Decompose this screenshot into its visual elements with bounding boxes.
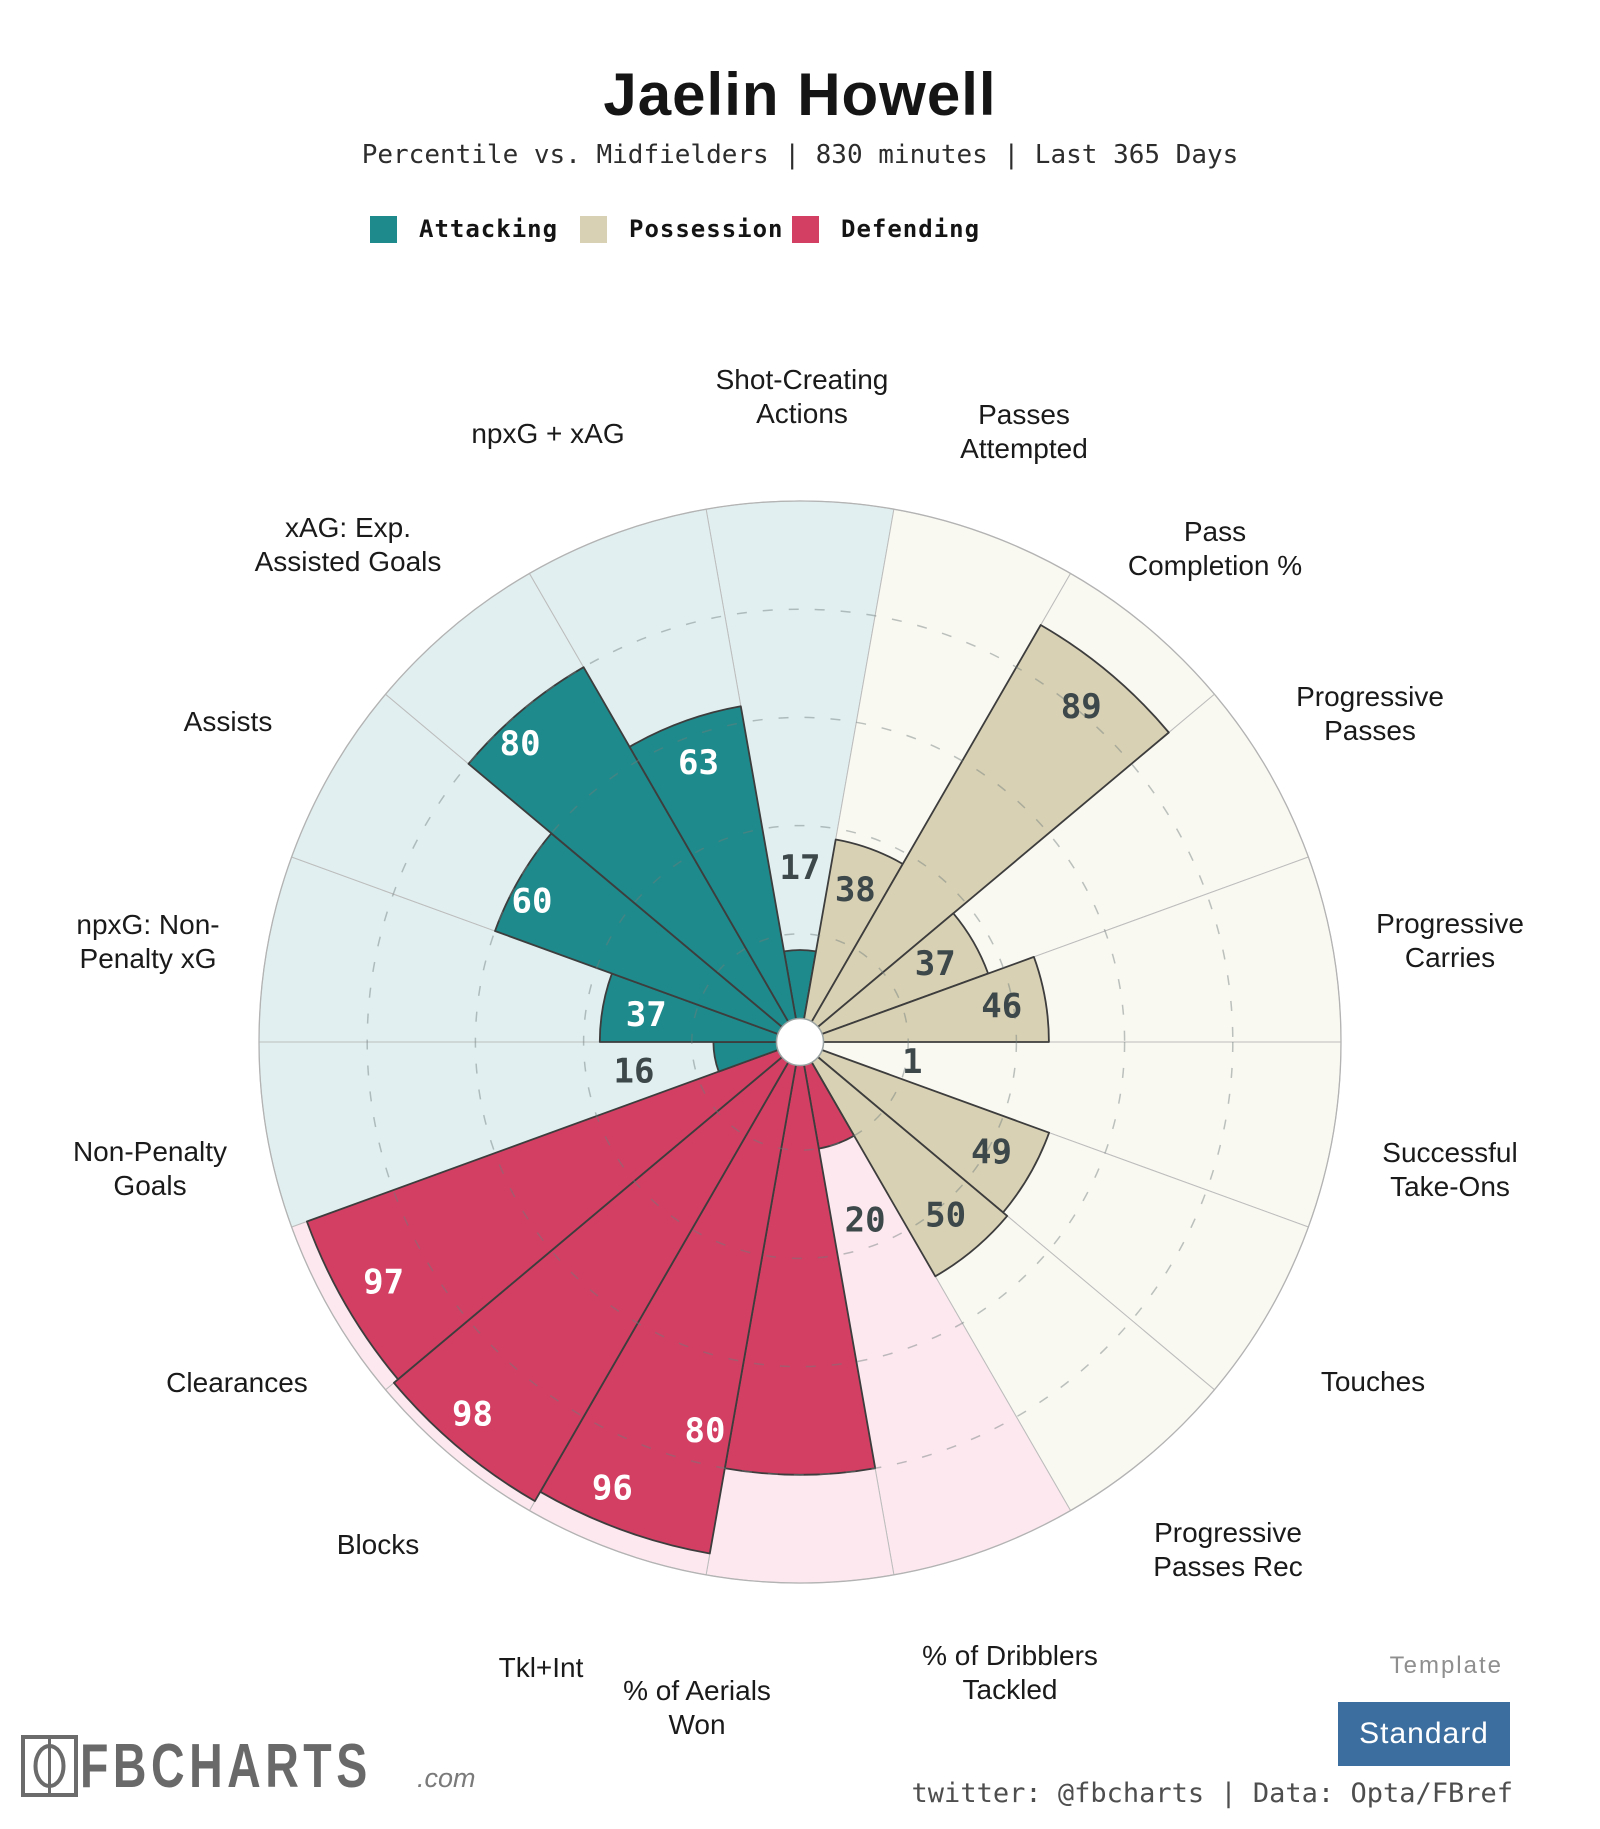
value-of-dribblers-tackled: 20 xyxy=(845,1201,886,1241)
center-circle xyxy=(775,1017,825,1067)
legend-swatch-attacking xyxy=(370,215,397,243)
fbcharts-logo: FBCHARTS .com xyxy=(20,1734,476,1798)
slice-value-pass-completion xyxy=(799,624,1170,1043)
brand-name: FBCHARTS xyxy=(80,1732,372,1801)
value-pass-completion: 89 xyxy=(1061,687,1102,727)
credits: twitter: @fbcharts | Data: Opta/FBref xyxy=(911,1778,1513,1809)
slice-value-progressive-carries xyxy=(799,956,1050,1043)
label-passes-attempted: Passes Attempted xyxy=(960,399,1088,464)
label-tkl-int: Tkl+Int xyxy=(498,1652,584,1683)
label-progressive-passes-rec: Progressive Passes Rec xyxy=(1153,1517,1303,1582)
label-blocks: Blocks xyxy=(336,1529,420,1560)
slice-value-npxg-xag xyxy=(628,705,801,1043)
slice-value-blocks xyxy=(393,1041,801,1502)
value-clearances: 97 xyxy=(363,1262,404,1302)
legend-item-possession: Possession xyxy=(580,215,784,243)
value-npxg-non-penalty-xg: 37 xyxy=(626,995,667,1035)
legend-label-possession: Possession xyxy=(629,215,784,243)
label-assists: Assists xyxy=(183,706,273,737)
label-of-dribblers-tackled: % of Dribblers Tackled xyxy=(922,1640,1098,1705)
label-npxg-xag: npxG + xAG xyxy=(471,418,625,449)
label-clearances: Clearances xyxy=(166,1367,308,1398)
value-npxg-xag: 63 xyxy=(678,743,719,783)
value-tkl-int: 96 xyxy=(592,1469,633,1509)
template-label: Template xyxy=(1389,1652,1503,1679)
brand-suffix: .com xyxy=(416,1763,476,1793)
ring-20 xyxy=(691,933,909,1151)
legend-item-defending: Defending xyxy=(792,215,980,243)
value-progressive-passes: 37 xyxy=(915,944,956,984)
legend-label-attacking: Attacking xyxy=(419,215,559,243)
value-non-penalty-goals: 16 xyxy=(614,1051,655,1091)
pitch-icon xyxy=(21,1735,78,1797)
slice-value-of-aerials-won xyxy=(723,1041,877,1476)
label-shot-creating-actions: Shot-Creating Actions xyxy=(715,364,889,429)
label-successful-take-ons: Successful Take-Ons xyxy=(1382,1137,1518,1202)
legend-item-attacking: Attacking xyxy=(370,215,558,243)
label-pass-completion: Pass Completion % xyxy=(1127,516,1303,581)
label-xag-exp-assisted-goals: xAG: Exp. Assisted Goals xyxy=(254,512,442,577)
label-progressive-passes: Progressive Passes xyxy=(1296,681,1444,746)
label-non-penalty-goals: Non-Penalty Goals xyxy=(72,1136,228,1201)
value-passes-attempted: 38 xyxy=(835,870,876,910)
value-assists: 60 xyxy=(512,882,553,922)
label-of-aerials-won: % of Aerials Won xyxy=(623,1675,771,1740)
ring-80 xyxy=(366,608,1234,1476)
value-of-aerials-won: 80 xyxy=(685,1411,726,1451)
template-button[interactable]: Standard xyxy=(1338,1702,1510,1766)
label-touches: Touches xyxy=(1320,1366,1426,1397)
legend: Attacking Possession Defending xyxy=(0,215,1600,251)
label-progressive-carries: Progressive Carries xyxy=(1376,908,1524,973)
page-title: Jaelin Howell xyxy=(603,61,997,128)
value-touches: 49 xyxy=(971,1133,1012,1173)
value-shot-creating-actions: 17 xyxy=(780,848,821,888)
legend-label-defending: Defending xyxy=(841,215,981,243)
value-successful-take-ons: 1 xyxy=(902,1042,922,1082)
value-blocks: 98 xyxy=(452,1394,493,1434)
ring-60 xyxy=(474,716,1126,1368)
subtitle: Percentile vs. Midfielders | 830 minutes… xyxy=(361,140,1239,170)
ring-40 xyxy=(582,824,1018,1260)
label-npxg-non-penalty-xg: npxG: Non- Penalty xG xyxy=(76,909,220,974)
legend-swatch-possession xyxy=(580,215,607,243)
slice-value-xag-exp-assisted-goals xyxy=(467,666,801,1043)
value-xag-exp-assisted-goals: 80 xyxy=(500,724,541,764)
slice-value-clearances xyxy=(306,1041,801,1381)
value-progressive-carries: 46 xyxy=(981,986,1022,1026)
legend-swatch-defending xyxy=(792,215,819,243)
slice-value-tkl-int xyxy=(539,1041,801,1555)
value-progressive-passes-rec: 50 xyxy=(925,1196,966,1236)
outer-ring xyxy=(258,500,1342,1584)
slice-value-progressive-passes-rec xyxy=(799,1041,1009,1278)
